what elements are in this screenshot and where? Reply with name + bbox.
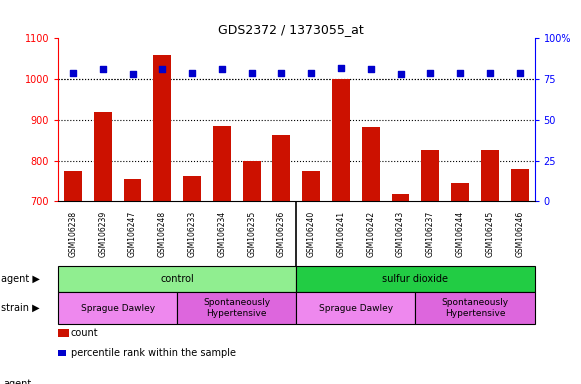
Text: Spontaneously
Hypertensive: Spontaneously Hypertensive — [442, 298, 508, 318]
Text: GSM106244: GSM106244 — [456, 211, 465, 257]
Point — [98, 66, 107, 73]
Text: GSM106243: GSM106243 — [396, 211, 405, 257]
Text: GSM106245: GSM106245 — [485, 211, 494, 257]
Point — [247, 70, 256, 76]
Point — [277, 70, 286, 76]
Text: Sprague Dawley: Sprague Dawley — [319, 304, 393, 313]
Text: count: count — [71, 328, 99, 338]
Bar — [243, 161, 260, 201]
Bar — [415, 292, 535, 324]
Bar — [362, 127, 379, 201]
Point — [157, 66, 167, 73]
Text: sulfur dioxide: sulfur dioxide — [382, 274, 449, 284]
Bar — [272, 135, 290, 201]
Bar — [451, 183, 469, 201]
Point — [515, 70, 524, 76]
Text: GSM106233: GSM106233 — [188, 211, 196, 257]
Point — [336, 65, 346, 71]
Bar — [421, 150, 439, 201]
Point — [217, 66, 227, 73]
Text: GDS2372 / 1373055_at: GDS2372 / 1373055_at — [218, 23, 363, 36]
Text: GSM106238: GSM106238 — [69, 211, 77, 257]
Bar — [177, 292, 296, 324]
Bar — [213, 126, 231, 201]
Text: GSM106237: GSM106237 — [426, 211, 435, 257]
Bar — [58, 266, 296, 292]
Text: control: control — [160, 274, 194, 284]
Text: GSM106239: GSM106239 — [98, 211, 107, 257]
Text: GSM106246: GSM106246 — [515, 211, 524, 257]
Bar — [64, 170, 82, 201]
Point — [188, 70, 197, 76]
Text: GSM106247: GSM106247 — [128, 211, 137, 257]
Point — [426, 70, 435, 76]
Text: Sprague Dawley: Sprague Dawley — [81, 304, 155, 313]
Bar — [302, 170, 320, 201]
Point — [128, 71, 137, 77]
Text: GSM106241: GSM106241 — [336, 211, 346, 257]
Point — [396, 71, 405, 77]
Bar — [392, 194, 410, 201]
Bar — [124, 179, 141, 201]
Bar — [296, 292, 415, 324]
Bar — [296, 266, 535, 292]
Text: percentile rank within the sample: percentile rank within the sample — [71, 348, 236, 358]
Point — [366, 66, 375, 73]
Bar — [58, 292, 177, 324]
Bar — [332, 79, 350, 201]
Bar — [481, 150, 498, 201]
Text: GSM106235: GSM106235 — [247, 211, 256, 257]
Bar — [153, 55, 171, 201]
Bar — [511, 169, 529, 201]
Point — [485, 70, 494, 76]
Text: GSM106240: GSM106240 — [307, 211, 315, 257]
Point — [456, 70, 465, 76]
Bar — [183, 175, 201, 201]
Text: agent: agent — [3, 379, 31, 384]
Text: agent ▶: agent ▶ — [1, 274, 40, 284]
Text: GSM106236: GSM106236 — [277, 211, 286, 257]
Text: GSM106242: GSM106242 — [366, 211, 375, 257]
Text: strain ▶: strain ▶ — [1, 303, 39, 313]
Point — [69, 70, 78, 76]
Point — [307, 70, 316, 76]
Bar — [94, 112, 112, 201]
Text: GSM106234: GSM106234 — [217, 211, 227, 257]
Text: Spontaneously
Hypertensive: Spontaneously Hypertensive — [203, 298, 270, 318]
Text: GSM106248: GSM106248 — [158, 211, 167, 257]
